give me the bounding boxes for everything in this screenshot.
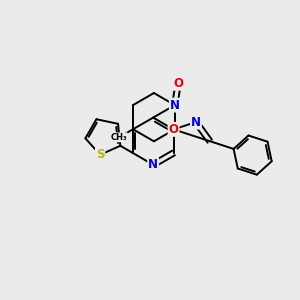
Text: N: N bbox=[148, 158, 158, 171]
Text: N: N bbox=[191, 116, 201, 129]
Text: O: O bbox=[169, 123, 178, 136]
Text: S: S bbox=[96, 148, 104, 161]
Text: O: O bbox=[173, 77, 183, 90]
Text: N: N bbox=[170, 99, 180, 112]
Text: CH₃: CH₃ bbox=[111, 133, 127, 142]
